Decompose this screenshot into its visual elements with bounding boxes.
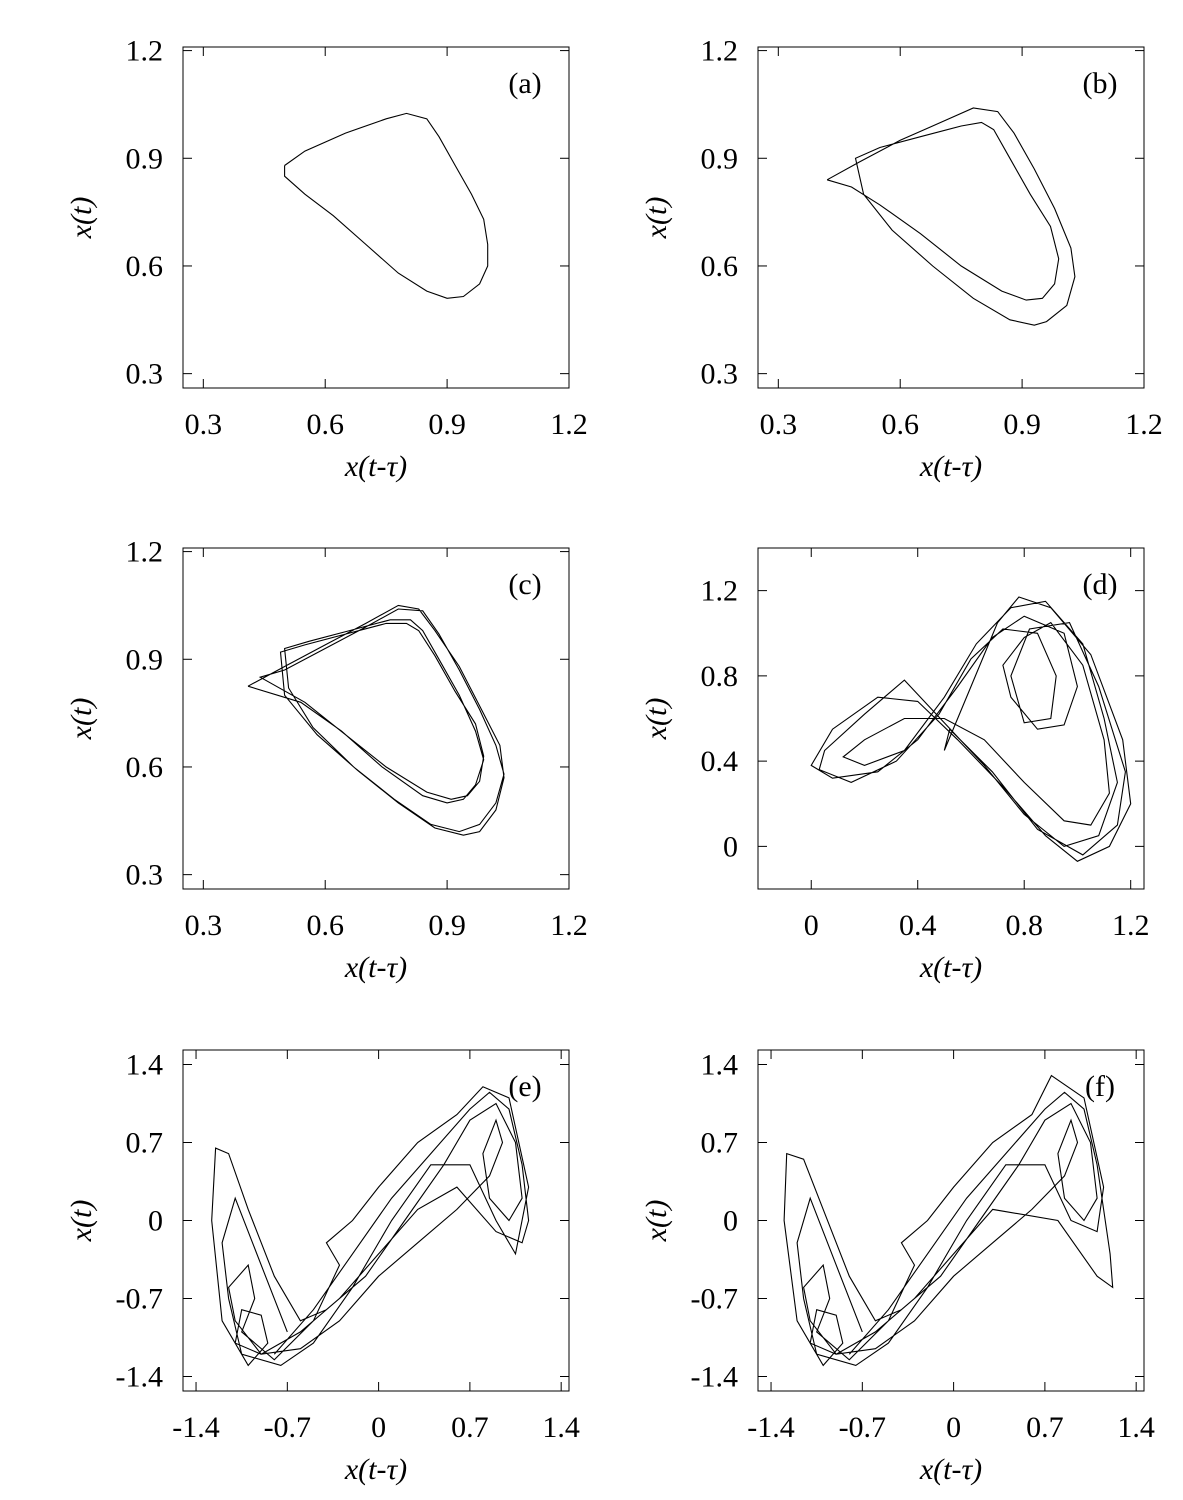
y-tick-label: 0.3 xyxy=(701,358,739,391)
panel-label: (b) xyxy=(1083,67,1118,100)
y-axis-label: x(t) xyxy=(65,698,98,741)
y-tick-label: 1.2 xyxy=(126,536,164,569)
y-tick-label: -1.4 xyxy=(691,1361,739,1394)
x-axis-label: x(t-τ) xyxy=(344,951,407,984)
y-tick-label: 0.7 xyxy=(701,1126,739,1159)
x-tick-label: 0.3 xyxy=(185,408,223,441)
y-axis-label: x(t) xyxy=(65,197,98,240)
x-axis-label: x(t-τ) xyxy=(919,951,982,984)
y-tick-label: 0.9 xyxy=(126,643,164,676)
y-tick-label: 0.3 xyxy=(126,859,164,892)
y-tick-label: 0.7 xyxy=(126,1126,164,1159)
x-tick-label: 1.4 xyxy=(1117,1411,1155,1444)
y-tick-label: 1.2 xyxy=(701,35,739,68)
x-tick-label: 0.3 xyxy=(760,408,798,441)
y-tick-label: 1.4 xyxy=(701,1048,739,1081)
y-tick-label: 0.6 xyxy=(126,250,164,283)
y-tick-label: 0.8 xyxy=(701,660,739,693)
x-tick-label: -1.4 xyxy=(747,1411,795,1444)
y-axis-label: x(t) xyxy=(65,1200,98,1243)
x-axis-label: x(t-τ) xyxy=(344,1453,407,1486)
y-tick-label: 0 xyxy=(148,1205,163,1238)
y-axis-label: x(t) xyxy=(640,1200,673,1243)
x-tick-label: 1.2 xyxy=(1125,408,1163,441)
x-axis-label: x(t-τ) xyxy=(919,450,982,483)
x-tick-label: 0.6 xyxy=(881,408,919,441)
trajectory xyxy=(284,112,489,299)
x-axis-label: x(t-τ) xyxy=(919,1453,982,1486)
x-tick-label: -0.7 xyxy=(839,1411,887,1444)
panel-label: (a) xyxy=(508,67,541,100)
y-tick-label: 0.4 xyxy=(701,745,739,778)
y-tick-label: 1.4 xyxy=(126,1048,164,1081)
trajectory xyxy=(810,596,1132,862)
trajectory xyxy=(247,604,505,836)
y-tick-label: -1.4 xyxy=(116,1361,164,1394)
x-tick-label: -0.7 xyxy=(264,1411,312,1444)
panel-label: (d) xyxy=(1083,568,1118,601)
panel-label: (e) xyxy=(508,1070,541,1103)
trajectory xyxy=(211,1086,530,1367)
trajectory xyxy=(783,1074,1114,1367)
x-tick-label: 0.9 xyxy=(428,909,466,942)
panel-label: (f) xyxy=(1085,1070,1115,1103)
x-tick-label: 0.7 xyxy=(451,1411,489,1444)
y-tick-label: -0.7 xyxy=(691,1283,739,1316)
y-tick-label: 0 xyxy=(723,1205,738,1238)
x-tick-label: 0.8 xyxy=(1005,909,1043,942)
y-tick-label: 0.9 xyxy=(701,142,739,175)
x-axis-label: x(t-τ) xyxy=(344,450,407,483)
plot-frame xyxy=(182,46,570,389)
x-tick-label: 1.2 xyxy=(550,408,588,441)
x-tick-label: 0 xyxy=(804,909,819,942)
x-tick-label: 0 xyxy=(371,1411,386,1444)
panel-label: (c) xyxy=(508,568,541,601)
y-tick-label: -0.7 xyxy=(116,1283,164,1316)
x-tick-label: 0.6 xyxy=(306,909,344,942)
y-tick-label: 1.2 xyxy=(701,575,739,608)
x-tick-label: 0.4 xyxy=(899,909,937,942)
x-tick-label: 1.2 xyxy=(550,909,588,942)
y-tick-label: 0.6 xyxy=(126,751,164,784)
trajectory xyxy=(826,107,1076,326)
y-tick-label: 0 xyxy=(723,830,738,863)
plot-frame xyxy=(182,547,570,890)
x-tick-label: 0.3 xyxy=(185,909,223,942)
x-tick-label: 0 xyxy=(946,1411,961,1444)
x-tick-label: 1.2 xyxy=(1112,909,1150,942)
y-tick-label: 1.2 xyxy=(126,35,164,68)
y-axis-label: x(t) xyxy=(640,698,673,741)
x-tick-label: 0.6 xyxy=(306,408,344,441)
y-tick-label: 0.9 xyxy=(126,142,164,175)
y-axis-label: x(t) xyxy=(640,197,673,240)
plot-frame xyxy=(757,46,1145,389)
x-tick-label: -1.4 xyxy=(172,1411,220,1444)
y-tick-label: 0.6 xyxy=(701,250,739,283)
x-tick-label: 0.7 xyxy=(1026,1411,1064,1444)
plot-frame xyxy=(757,547,1145,890)
x-tick-label: 0.9 xyxy=(428,408,466,441)
y-tick-label: 0.3 xyxy=(126,358,164,391)
x-tick-label: 0.9 xyxy=(1003,408,1041,441)
x-tick-label: 1.4 xyxy=(542,1411,580,1444)
